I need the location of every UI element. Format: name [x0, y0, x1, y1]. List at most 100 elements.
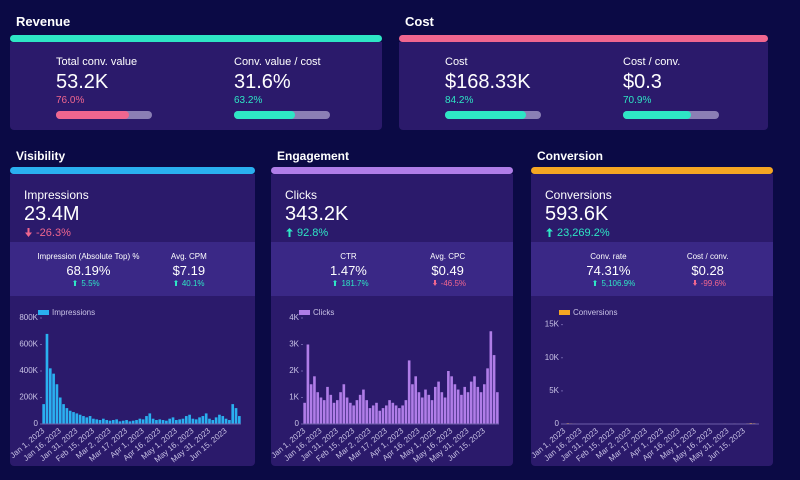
- bar: [58, 397, 62, 424]
- section-title: Cost: [405, 14, 434, 29]
- bar: [440, 392, 444, 424]
- bar: [78, 414, 82, 424]
- kpi-progress-label: 76.0%: [56, 95, 85, 106]
- bar: [228, 420, 231, 424]
- panel: [531, 174, 773, 466]
- y-tick-label: 1K: [289, 393, 299, 402]
- progress-fill: [623, 111, 692, 119]
- main-label: Clicks: [285, 188, 317, 202]
- bar: [407, 360, 411, 424]
- bar: [479, 392, 483, 424]
- bar: [473, 376, 476, 424]
- section-bar: [399, 35, 768, 42]
- legend-label: Impressions: [52, 308, 95, 317]
- y-tick-label: 200K: [19, 393, 38, 402]
- arrow: [546, 228, 553, 237]
- sub-kpi: Avg. CPC $0.49: [378, 252, 518, 278]
- arrow: [692, 280, 697, 286]
- sub-label: CTR: [340, 252, 357, 261]
- panel-bar: [10, 167, 255, 174]
- bar: [188, 414, 191, 424]
- bar: [492, 355, 496, 424]
- bar: [365, 400, 369, 424]
- trend-arrow: [546, 228, 553, 237]
- bar: [208, 418, 211, 424]
- bar: [135, 420, 138, 424]
- bar: [303, 402, 306, 424]
- bar: [447, 371, 450, 424]
- sub-label: Conv. rate: [590, 252, 627, 261]
- trend-arrow: [25, 228, 32, 237]
- bar: [88, 416, 92, 424]
- sub-value: 68.19%: [66, 263, 111, 278]
- progress-fill: [234, 111, 295, 119]
- bar: [98, 420, 102, 424]
- kpi-value: 53.2K: [56, 71, 109, 93]
- bar: [111, 420, 115, 424]
- sub-value: $0.49: [431, 263, 464, 278]
- bar: [218, 414, 221, 424]
- bar: [469, 381, 473, 424]
- bar: [404, 400, 408, 424]
- kpi-change: -46.5%: [440, 279, 467, 288]
- bar: [433, 386, 437, 424]
- y-tick-label: 4K: [289, 313, 299, 322]
- kpi-label: Conv. value / cost: [234, 56, 321, 68]
- bar: [178, 419, 181, 424]
- bar: [358, 394, 362, 424]
- trend-arrow: [593, 280, 598, 286]
- progress-fill: [56, 111, 129, 119]
- bar: [118, 421, 122, 424]
- bar: [211, 420, 215, 424]
- bar: [450, 376, 453, 424]
- bar: [224, 418, 228, 424]
- bar: [476, 386, 480, 424]
- bar: [443, 397, 447, 424]
- bar: [326, 386, 329, 424]
- kpi-value: $168.33K: [445, 71, 531, 93]
- bar: [352, 405, 355, 424]
- y-tick-label: 0: [34, 419, 39, 428]
- trend-arrow: [432, 280, 437, 286]
- sub-kpi: Avg. CPM $7.19: [119, 252, 259, 278]
- kpi-value: $0.3: [623, 71, 662, 93]
- sub-band: [531, 242, 773, 296]
- panel-title: Conversion: [537, 149, 604, 163]
- bar: [92, 418, 95, 424]
- bar: [313, 376, 316, 424]
- main-label: Conversions: [545, 188, 612, 202]
- bar: [482, 384, 486, 424]
- bar: [68, 410, 72, 424]
- kpi-progress-label: 70.9%: [623, 95, 652, 106]
- bar: [45, 333, 49, 424]
- bar: [362, 389, 365, 424]
- kpi-change: -99.6%: [700, 279, 727, 288]
- trend-arrow: [692, 280, 697, 286]
- bar: [466, 392, 470, 424]
- bar: [489, 331, 493, 424]
- bar: [414, 376, 418, 424]
- bar: [125, 420, 128, 424]
- bar: [417, 392, 421, 424]
- main-label: Impressions: [24, 188, 89, 202]
- arrow: [73, 280, 78, 286]
- arrow: [25, 228, 32, 237]
- bar: [148, 413, 152, 424]
- sub-value: 74.31%: [586, 263, 631, 278]
- bar: [375, 402, 378, 424]
- bar: [460, 394, 463, 424]
- legend-swatch: [299, 310, 310, 315]
- bar: [394, 405, 398, 424]
- bar: [105, 420, 109, 424]
- trend-arrow: [73, 280, 78, 286]
- main-value: 343.2K: [285, 203, 349, 225]
- bar: [174, 420, 178, 424]
- bar: [463, 386, 467, 424]
- sub-band: [10, 242, 255, 296]
- sub-label: Cost / conv.: [686, 252, 729, 261]
- bar: [234, 408, 238, 424]
- sub-value: $0.28: [691, 263, 724, 278]
- bar: [384, 405, 388, 424]
